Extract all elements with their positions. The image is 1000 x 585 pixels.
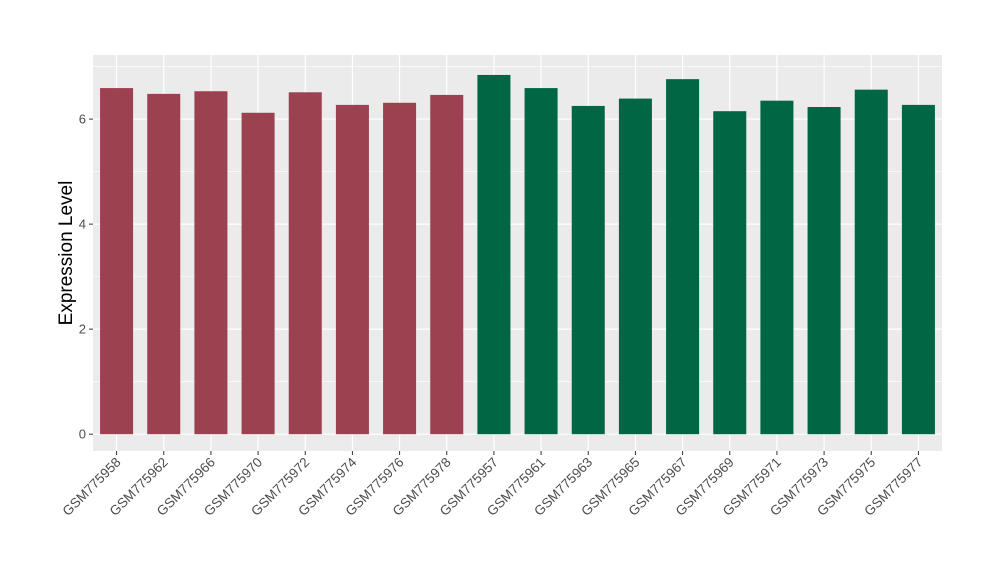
bar-GSM775961 bbox=[524, 88, 558, 435]
bar-GSM775976 bbox=[383, 102, 417, 435]
bar-GSM775957 bbox=[477, 74, 511, 435]
bar-GSM775973 bbox=[807, 106, 841, 435]
bar-GSM775965 bbox=[618, 98, 652, 435]
bar-GSM775962 bbox=[147, 93, 181, 435]
bar-GSM775967 bbox=[666, 79, 700, 435]
y-tick-label: 2 bbox=[79, 322, 86, 337]
bar-GSM775963 bbox=[571, 105, 605, 435]
bar-GSM775969 bbox=[713, 111, 747, 435]
bar-GSM775958 bbox=[100, 88, 134, 435]
bar-GSM775978 bbox=[430, 94, 464, 435]
y-tick-label: 0 bbox=[79, 427, 86, 442]
bar-GSM775970 bbox=[241, 112, 275, 435]
y-axis-label: Expression Level bbox=[56, 181, 77, 326]
y-axis: 0 2 4 6 bbox=[79, 112, 93, 442]
plot-panel bbox=[93, 55, 942, 451]
x-axis: GSM775958GSM775962GSM775966GSM775970GSM7… bbox=[59, 451, 926, 519]
bar-GSM775975 bbox=[854, 89, 888, 435]
bar-GSM775972 bbox=[288, 92, 322, 435]
y-tick-label: 4 bbox=[79, 217, 86, 232]
bars bbox=[100, 74, 935, 435]
bar-GSM775966 bbox=[194, 91, 228, 435]
y-tick-label: 6 bbox=[79, 112, 86, 127]
bar-GSM775974 bbox=[335, 104, 369, 435]
bar-GSM775971 bbox=[760, 100, 794, 435]
bar-GSM775977 bbox=[901, 104, 935, 435]
